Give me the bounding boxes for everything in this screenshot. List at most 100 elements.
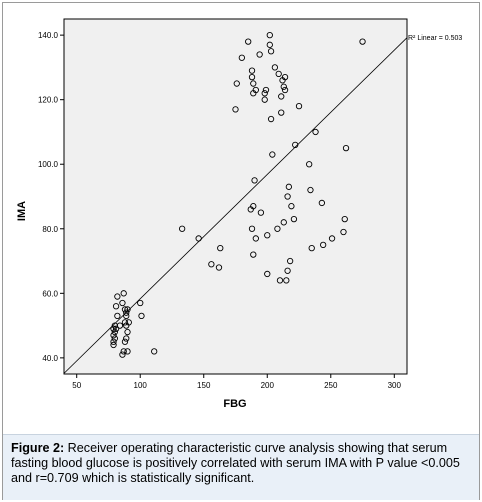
data-point bbox=[123, 335, 130, 342]
data-point bbox=[137, 299, 144, 307]
data-point bbox=[278, 109, 285, 116]
data-point bbox=[328, 235, 336, 242]
data-point bbox=[261, 90, 268, 97]
data-point bbox=[252, 86, 259, 94]
x-tick-label: 150 bbox=[197, 381, 211, 390]
data-point bbox=[248, 225, 256, 232]
data-point bbox=[250, 203, 257, 210]
data-point bbox=[121, 319, 129, 326]
data-point bbox=[120, 290, 127, 297]
data-point bbox=[286, 257, 294, 265]
caption-box: Figure 2: Receiver operating characteris… bbox=[3, 434, 479, 500]
data-point bbox=[320, 241, 327, 249]
data-point bbox=[110, 338, 117, 345]
data-point bbox=[280, 219, 287, 226]
data-point bbox=[341, 215, 348, 223]
data-point bbox=[110, 332, 117, 339]
data-point bbox=[275, 70, 282, 78]
data-point bbox=[288, 203, 295, 210]
data-point bbox=[232, 106, 239, 113]
plot-area bbox=[63, 18, 408, 375]
data-point bbox=[112, 325, 120, 332]
data-point bbox=[233, 80, 240, 87]
data-point bbox=[292, 141, 299, 149]
x-axis-title: FBG bbox=[223, 398, 246, 410]
caption-label: Figure 2: bbox=[11, 441, 65, 455]
data-point bbox=[251, 177, 258, 184]
data-point bbox=[121, 306, 129, 313]
y-tick-label: 140.0 bbox=[38, 31, 59, 40]
data-point bbox=[123, 312, 130, 320]
data-point bbox=[264, 232, 271, 239]
data-point bbox=[250, 251, 257, 258]
data-point bbox=[359, 38, 366, 45]
data-point bbox=[278, 93, 285, 100]
caption-text: Receiver operating characteristic curve … bbox=[11, 441, 460, 485]
scatter-chart: IMA FBG R² Linear = 0.503 40.0 60.0 80.0 10… bbox=[16, 18, 462, 410]
data-point bbox=[280, 83, 287, 90]
y-tick-label: 60.0 bbox=[42, 289, 58, 298]
data-point bbox=[195, 235, 202, 242]
data-point bbox=[284, 267, 291, 274]
x-tick-label: 200 bbox=[261, 381, 275, 390]
data-point bbox=[123, 309, 130, 316]
data-point bbox=[119, 299, 126, 307]
data-point bbox=[124, 328, 131, 336]
data-point bbox=[306, 161, 313, 168]
x-axis: 50 100 150 200 250 300 bbox=[72, 374, 402, 390]
data-point bbox=[248, 73, 256, 81]
data-point bbox=[215, 264, 223, 271]
y-axis: 40.0 60.0 80.0 100.0 120.0 140.0 bbox=[38, 31, 64, 363]
data-point bbox=[281, 86, 289, 94]
regression-line bbox=[63, 37, 408, 374]
data-point bbox=[111, 335, 118, 342]
data-point bbox=[308, 244, 315, 252]
data-point bbox=[267, 115, 275, 123]
data-point bbox=[114, 293, 121, 300]
data-point bbox=[110, 325, 117, 332]
data-point bbox=[125, 319, 132, 326]
data-point bbox=[261, 96, 268, 103]
data-point bbox=[283, 277, 290, 284]
x-tick-label: 250 bbox=[324, 381, 338, 390]
data-point bbox=[267, 48, 275, 55]
chart-container: IMA FBG R² Linear = 0.503 40.0 60.0 80.0 10… bbox=[3, 3, 479, 431]
data-point bbox=[256, 51, 263, 58]
data-point bbox=[112, 303, 120, 310]
data-point bbox=[276, 277, 284, 284]
data-point bbox=[266, 31, 273, 39]
data-point bbox=[151, 348, 158, 355]
data-point bbox=[114, 312, 121, 320]
data-point bbox=[290, 215, 298, 223]
data-point bbox=[208, 261, 215, 268]
y-tick-label: 120.0 bbox=[38, 96, 59, 105]
data-point bbox=[217, 244, 224, 252]
data-point bbox=[116, 322, 124, 329]
data-point bbox=[111, 328, 118, 336]
x-tick-label: 100 bbox=[134, 381, 148, 390]
data-point bbox=[274, 225, 281, 232]
data-point bbox=[264, 270, 271, 278]
data-point bbox=[248, 67, 256, 74]
data-point bbox=[250, 80, 257, 87]
data-point bbox=[284, 193, 291, 200]
data-point bbox=[245, 38, 252, 45]
data-point bbox=[119, 351, 126, 358]
fit-line-label: R² Linear = 0.503 bbox=[408, 35, 462, 42]
data-point bbox=[110, 341, 117, 349]
data-point bbox=[121, 338, 129, 345]
figure-caption: Figure 2: Receiver operating characteris… bbox=[11, 441, 473, 486]
x-tick-label: 50 bbox=[72, 381, 81, 390]
data-point bbox=[138, 312, 145, 320]
data-point bbox=[281, 73, 289, 81]
y-tick-label: 40.0 bbox=[42, 354, 58, 363]
data-point bbox=[124, 348, 131, 355]
data-point bbox=[285, 183, 293, 190]
data-point bbox=[120, 348, 127, 355]
data-point bbox=[318, 199, 326, 207]
data-point bbox=[178, 225, 186, 232]
y-axis-title: IMA bbox=[16, 201, 28, 221]
data-point bbox=[257, 209, 265, 216]
data-point bbox=[295, 102, 303, 110]
